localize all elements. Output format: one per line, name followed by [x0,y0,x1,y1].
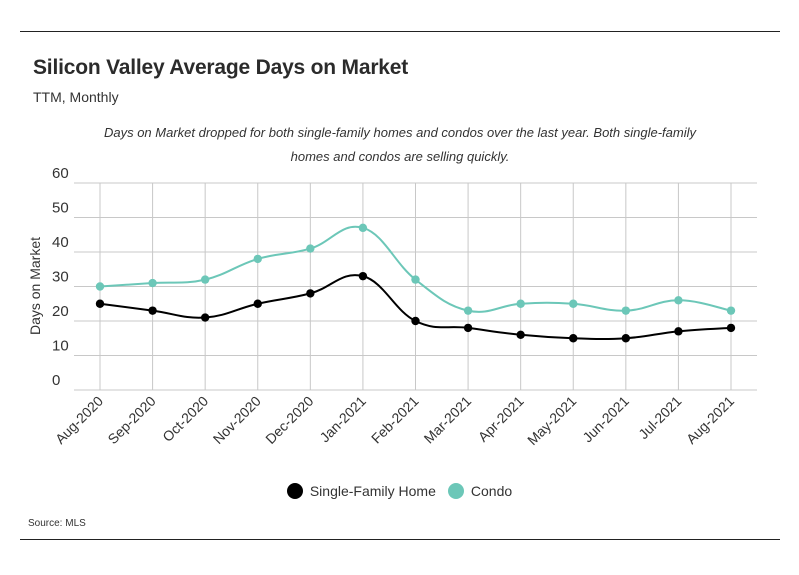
x-tick-label: Oct-2020 [159,393,211,445]
y-tick-label: 60 [52,165,69,182]
data-point-condo [726,306,736,315]
legend-swatch-single-family [286,483,303,499]
data-point-condo [253,254,262,264]
legend-item-single-family: Single-Family Home [286,483,436,499]
x-tick-label: Jan-2021 [316,393,369,446]
bottom-rule [20,539,780,540]
x-tick-label: Apr-2021 [475,393,527,445]
data-point-condo [621,306,631,315]
x-tick-label: Feb-2021 [368,393,422,447]
data-point-condo [306,244,315,253]
x-tick-label: Nov-2020 [210,393,264,447]
data-point-single-family-home [253,299,262,308]
legend-swatch-condo [447,483,464,499]
x-tick-label: Sep-2020 [104,393,158,447]
data-point-condo [463,306,473,315]
data-point-condo [358,223,368,233]
y-tick-labels: 0 10 20 30 40 50 60 [52,165,69,389]
data-point-condo [148,278,157,288]
data-point-single-family-home [516,330,525,339]
chart-subtitle: TTM, Monthly [33,89,119,105]
x-tick-label: Aug-2021 [683,393,737,447]
chart-title: Silicon Valley Average Days on Market [33,56,409,79]
x-tick-label: May-2021 [524,393,579,448]
series-points [95,223,736,343]
x-tick-label: Dec-2020 [262,393,316,447]
data-point-single-family-home [674,327,683,336]
data-point-single-family-home [200,313,210,322]
data-point-condo [95,282,105,291]
data-point-single-family-home [411,316,420,326]
y-axis-label: Days on Market [27,237,43,335]
data-point-condo [200,275,210,284]
grid-lines [74,182,757,391]
data-point-single-family-home [358,271,368,281]
data-point-condo [516,299,525,308]
y-tick-label: 50 [52,200,69,217]
data-point-condo [411,275,420,284]
data-point-single-family-home [148,306,157,315]
y-tick-label: 30 [52,269,69,286]
chart-note: Days on Market dropped for both single-f… [103,125,697,164]
legend-label-condo: Condo [470,483,513,499]
data-point-single-family-home [306,289,315,298]
legend-item-condo: Condo [447,483,513,499]
y-tick-label: 20 [52,303,69,320]
y-tick-label: 0 [52,372,60,389]
x-tick-label: Jun-2021 [579,393,632,446]
x-tick-label: Aug-2020 [52,393,106,447]
source-note: Source: MLS [28,518,86,529]
data-point-single-family-home [463,323,473,333]
data-point-condo [569,299,578,308]
data-point-single-family-home [95,299,105,308]
x-tick-label: Jul-2021 [635,393,684,442]
chart-legend: Single-Family Home Condo [0,483,799,499]
y-tick-label: 10 [52,338,69,355]
data-point-condo [674,296,683,305]
legend-label-single-family: Single-Family Home [309,483,436,499]
data-point-single-family-home [569,334,578,343]
data-point-single-family-home [726,323,736,333]
top-rule [20,31,780,32]
x-tick-label: Mar-2021 [421,393,475,447]
y-tick-label: 40 [52,234,69,251]
data-point-single-family-home [621,334,631,343]
